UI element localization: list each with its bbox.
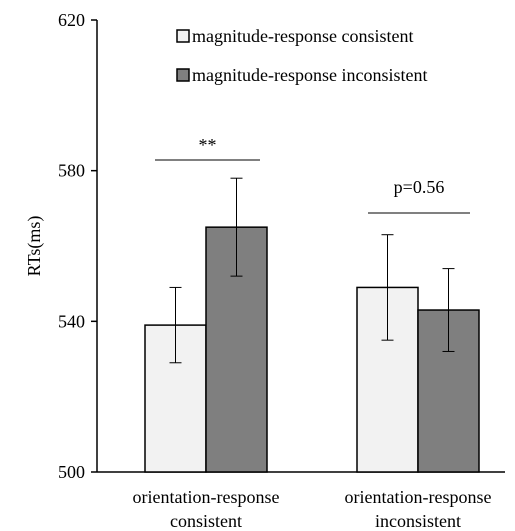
significance-label: p=0.56 bbox=[394, 177, 445, 197]
legend-label: magnitude-response inconsistent bbox=[192, 65, 427, 85]
x-category-label: consistent bbox=[170, 511, 242, 531]
y-tick-label: 580 bbox=[58, 161, 85, 181]
y-tick-label: 620 bbox=[58, 10, 85, 30]
x-category-label: inconsistent bbox=[375, 511, 461, 531]
y-tick-label: 500 bbox=[58, 462, 85, 482]
y-axis-title: RTs(ms) bbox=[24, 216, 45, 277]
legend-swatch bbox=[176, 29, 190, 43]
x-category-label: orientation-response bbox=[133, 487, 280, 507]
significance-label: ** bbox=[199, 135, 217, 155]
y-tick-label: 540 bbox=[58, 311, 85, 331]
legend-swatch bbox=[176, 68, 190, 82]
legend-label: magnitude-response consistent bbox=[192, 26, 413, 46]
x-category-label: orientation-response bbox=[345, 487, 492, 507]
